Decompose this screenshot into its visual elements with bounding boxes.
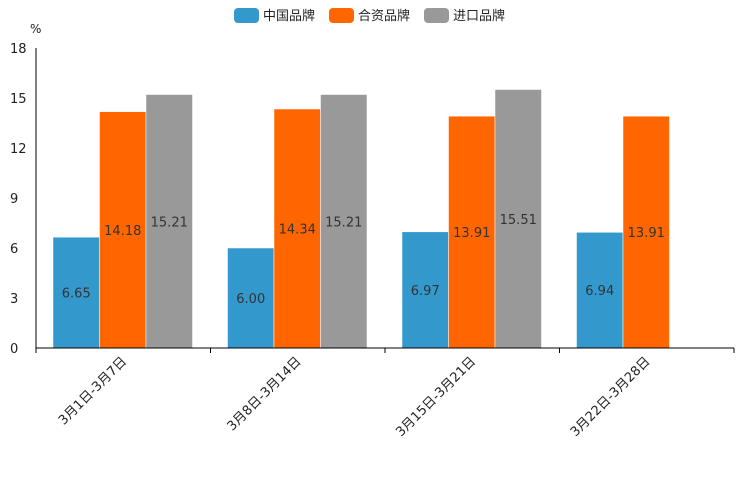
bar[interactable] <box>320 94 368 349</box>
bar-value-label: 15.51 <box>500 213 537 228</box>
bar[interactable] <box>622 115 670 349</box>
x-tick-label: 3月1日-3月7日 <box>56 354 130 428</box>
x-axis: 3月1日-3月7日 3月8日-3月14日 3月15日-3月21日 3月22日-3月28… <box>35 347 735 440</box>
legend-item[interactable]: 合资品牌 <box>329 8 410 24</box>
y-tick-label: 3 <box>10 292 18 307</box>
bar-value-label: 6.97 <box>411 284 440 299</box>
bar[interactable] <box>227 247 275 349</box>
legend-swatch <box>424 8 449 23</box>
legend-item[interactable]: 中国品牌 <box>234 8 315 24</box>
legend-item[interactable]: 进口品牌 <box>424 8 505 24</box>
y-tick-label: 12 <box>10 142 27 157</box>
bar[interactable] <box>145 94 193 349</box>
bar-value-label: 13.91 <box>453 226 490 241</box>
bar[interactable] <box>494 89 542 349</box>
bar-value-label: 6.00 <box>236 292 265 307</box>
y-tick-label: 6 <box>10 242 18 257</box>
y-axis: 0 3 6 9 12 15 18 <box>10 42 37 357</box>
x-tick-label: 3月8日-3月14日 <box>225 354 305 434</box>
bar-value-label: 14.34 <box>279 223 316 238</box>
bar-value-label: 14.18 <box>104 224 141 239</box>
y-tick-label: 15 <box>10 92 27 107</box>
legend-swatch <box>329 8 354 23</box>
bar-value-label: 6.94 <box>585 284 614 299</box>
x-tick-label: 3月22日-3月28日 <box>568 354 654 440</box>
bar-value-label: 6.65 <box>62 287 91 302</box>
legend[interactable]: 中国品牌 合资品牌 进口品牌 <box>234 8 505 24</box>
bars: 6.65 6.00 6.97 6.94 14.18 14.34 13.91 13.91 15.2… <box>52 89 670 349</box>
legend-swatch <box>234 8 259 23</box>
y-tick-label: 9 <box>10 192 18 207</box>
y-tick-label: 18 <box>10 42 27 57</box>
bar[interactable] <box>273 108 321 349</box>
bar-value-label: 15.21 <box>325 215 362 230</box>
legend-label: 中国品牌 <box>263 8 315 24</box>
y-axis-unit: % <box>30 22 41 36</box>
legend-label: 进口品牌 <box>453 8 505 24</box>
legend-label: 合资品牌 <box>358 8 410 24</box>
y-tick-label: 0 <box>10 342 18 357</box>
x-tick-label: 3月15日-3月21日 <box>393 354 479 440</box>
bar-value-label: 13.91 <box>628 226 665 241</box>
bar-value-label: 15.21 <box>151 215 188 230</box>
